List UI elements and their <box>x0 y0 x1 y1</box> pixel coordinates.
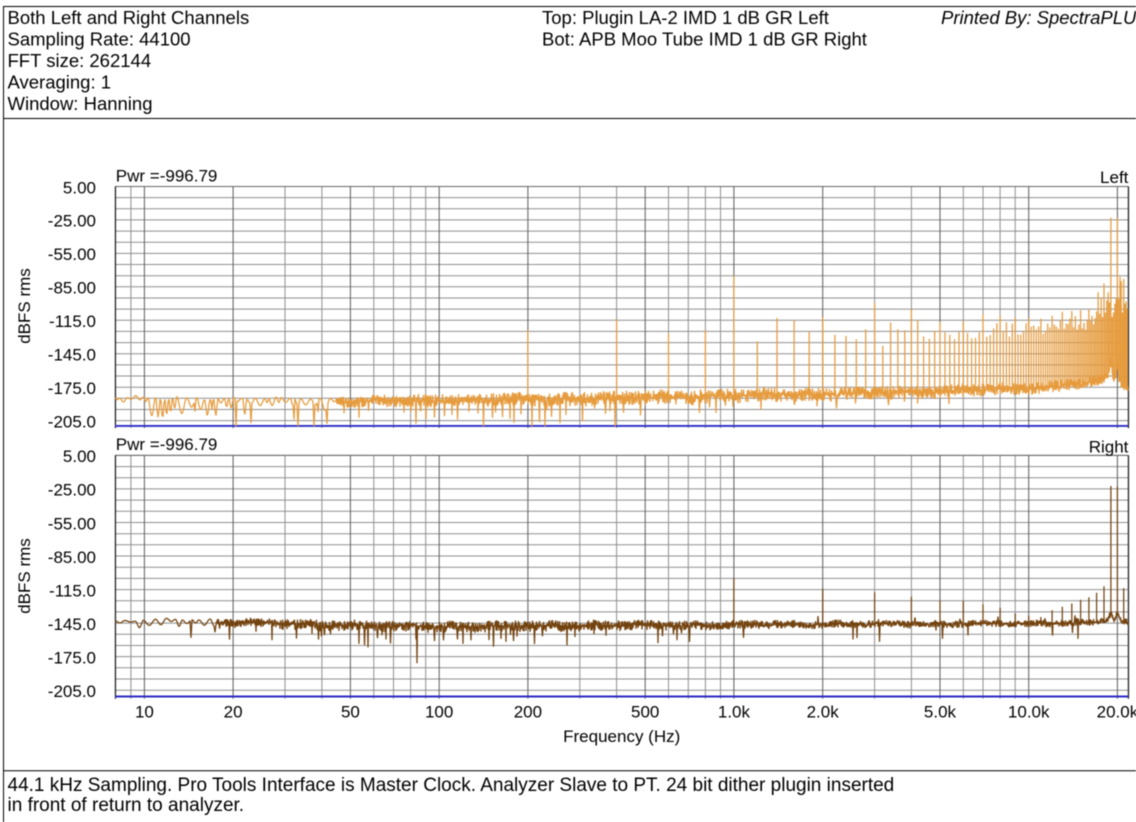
svg-text:-115.0: -115.0 <box>49 581 96 600</box>
svg-text:20.0k: 20.0k <box>1097 703 1136 722</box>
svg-text:Pwr =-996.79: Pwr =-996.79 <box>116 435 218 454</box>
svg-text:Printed By: SpectraPLUS: Printed By: SpectraPLUS <box>941 7 1136 28</box>
svg-text:5.00: 5.00 <box>63 178 96 197</box>
svg-text:5.00: 5.00 <box>63 447 96 466</box>
svg-text:500: 500 <box>631 703 659 722</box>
svg-text:-85.00: -85.00 <box>48 548 96 567</box>
svg-text:-175.0: -175.0 <box>48 648 96 667</box>
svg-text:2.0k: 2.0k <box>807 703 840 722</box>
svg-text:Averaging: 1: Averaging: 1 <box>8 72 112 93</box>
svg-text:-85.00: -85.00 <box>48 279 96 298</box>
svg-text:-25.00: -25.00 <box>48 481 96 500</box>
svg-text:Frequency (Hz): Frequency (Hz) <box>563 727 680 746</box>
svg-text:-175.0: -175.0 <box>48 379 96 398</box>
svg-text:10: 10 <box>135 703 154 722</box>
svg-text:-145.0: -145.0 <box>48 346 96 365</box>
svg-text:1.0k: 1.0k <box>718 703 751 722</box>
svg-text:44.1 kHz Sampling. Pro Tools I: 44.1 kHz Sampling. Pro Tools Interface i… <box>8 775 895 796</box>
svg-text:Left: Left <box>1100 168 1129 187</box>
svg-text:-55.00: -55.00 <box>48 514 96 533</box>
svg-text:Bot: APB Moo Tube IMD 1 dB GR: Bot: APB Moo Tube IMD 1 dB GR Right <box>542 29 867 50</box>
svg-text:in front of return to analyzer: in front of return to analyzer. <box>8 795 245 816</box>
svg-text:10.0k: 10.0k <box>1008 703 1050 722</box>
svg-text:Window: Hanning: Window: Hanning <box>8 93 153 114</box>
svg-text:Pwr =-996.79: Pwr =-996.79 <box>116 166 218 185</box>
svg-text:200: 200 <box>514 703 542 722</box>
svg-text:-205.0: -205.0 <box>48 682 96 701</box>
svg-text:Right: Right <box>1089 438 1129 457</box>
svg-text:Both Left and Right Channels: Both Left and Right Channels <box>8 7 250 28</box>
svg-text:FFT size: 262144: FFT size: 262144 <box>8 50 152 71</box>
svg-text:-205.0: -205.0 <box>48 412 96 431</box>
svg-text:dBFS rms: dBFS rms <box>15 538 34 614</box>
svg-text:dBFS rms: dBFS rms <box>15 268 34 344</box>
svg-text:20: 20 <box>224 703 243 722</box>
svg-text:5.0k: 5.0k <box>924 703 957 722</box>
svg-text:100: 100 <box>425 703 453 722</box>
svg-text:Top: Plugin LA-2 IMD 1 dB GR L: Top: Plugin LA-2 IMD 1 dB GR Left <box>542 7 829 28</box>
svg-text:-55.00: -55.00 <box>48 245 96 264</box>
svg-text:Sampling Rate: 44100: Sampling Rate: 44100 <box>8 29 191 50</box>
svg-text:-145.0: -145.0 <box>48 615 96 634</box>
svg-text:-115.0: -115.0 <box>49 312 96 331</box>
svg-text:50: 50 <box>341 703 360 722</box>
svg-text:-25.00: -25.00 <box>48 212 96 231</box>
